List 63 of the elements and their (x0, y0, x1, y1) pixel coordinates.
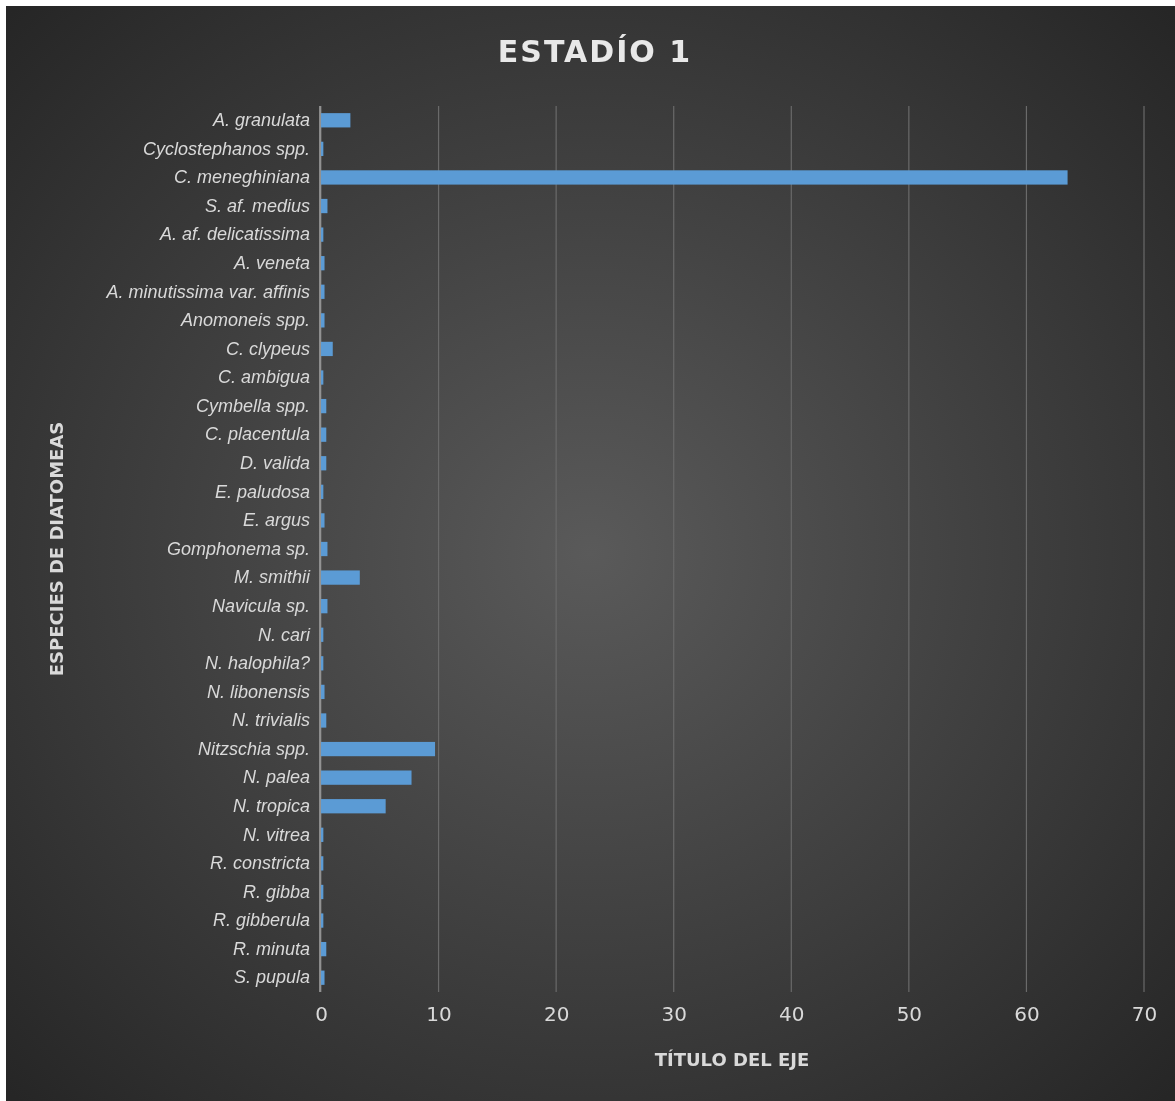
bar (321, 541, 328, 557)
y-tick-label: N. cari (257, 624, 311, 645)
y-tick-label: C. placentula (204, 424, 310, 445)
bar (321, 284, 325, 299)
y-tick-label: M. smithii (234, 567, 311, 588)
y-tick-label: R. constricta (209, 853, 310, 874)
bar (321, 570, 360, 585)
chart-title: ESTADÍO 1 (497, 34, 693, 69)
y-tick-label: S. af. medius (204, 195, 310, 216)
x-tick-label: 60 (1014, 1002, 1040, 1027)
y-tick-label: C. meneghiniana (173, 167, 310, 188)
y-tick-label: A. granulata (211, 110, 310, 131)
y-tick-label: Cyclostephanos spp. (142, 138, 310, 159)
x-tick-label: 0 (315, 1002, 328, 1027)
bar (321, 970, 325, 985)
y-tick-label: Navicula sp. (211, 595, 310, 616)
bar (321, 256, 325, 271)
y-tick-label: N. halophila? (204, 653, 310, 674)
bar (321, 599, 328, 614)
bar (321, 398, 327, 414)
x-tick-label: 10 (426, 1002, 452, 1027)
y-tick-label: N. trivialis (231, 710, 310, 731)
y-tick-label: R. minuta (232, 938, 310, 959)
y-tick-label: R. gibba (242, 881, 310, 902)
y-tick-label: E. argus (242, 510, 310, 531)
x-tick-label: 50 (896, 1002, 923, 1027)
y-tick-label: A. veneta (232, 252, 310, 273)
bar (321, 170, 1068, 185)
x-tick-label: 70 (1131, 1002, 1158, 1027)
y-axis-title: ESPECIES DE DIATOMEAS (46, 421, 67, 677)
bar (321, 198, 328, 214)
y-tick-label: Cymbella spp. (195, 395, 310, 416)
y-tick-label: C. clypeus (225, 338, 310, 359)
x-tick-label: 20 (543, 1002, 570, 1027)
bar (321, 941, 327, 957)
y-tick-label: R. gibberula (212, 910, 310, 931)
y-tick-label: N. palea (242, 767, 310, 788)
y-tick-label: C. ambigua (217, 367, 310, 388)
bar (321, 741, 436, 757)
bar (321, 770, 412, 785)
bar (321, 313, 325, 328)
x-tick-label: 40 (779, 1002, 805, 1027)
bar (321, 113, 351, 128)
y-tick-label: S. pupula (233, 967, 310, 988)
bar (321, 713, 327, 728)
y-tick-label: D. valida (239, 453, 310, 474)
x-tick-label: 30 (661, 1002, 687, 1027)
y-tick-label: Gomphonema sp. (166, 538, 310, 559)
bar (321, 799, 386, 814)
bar (321, 684, 325, 700)
y-tick-label: N. tropica (232, 795, 310, 816)
y-tick-label: Nitzschia spp. (197, 738, 310, 759)
y-tick-label: N. vitrea (242, 824, 310, 845)
bar (321, 427, 327, 442)
y-tick-label: Anomoneis spp. (179, 310, 310, 331)
bar (321, 456, 327, 471)
y-tick-label: N. libonensis (206, 681, 310, 702)
bar (321, 341, 333, 357)
x-axis-title: TÍTULO DEL EJE (654, 1049, 810, 1070)
y-tick-label: A. minutissima var. affinis (105, 281, 310, 302)
y-tick-label: A. af. delicatissima (158, 224, 310, 245)
bar (321, 513, 325, 528)
y-tick-label: E. paludosa (214, 481, 310, 502)
